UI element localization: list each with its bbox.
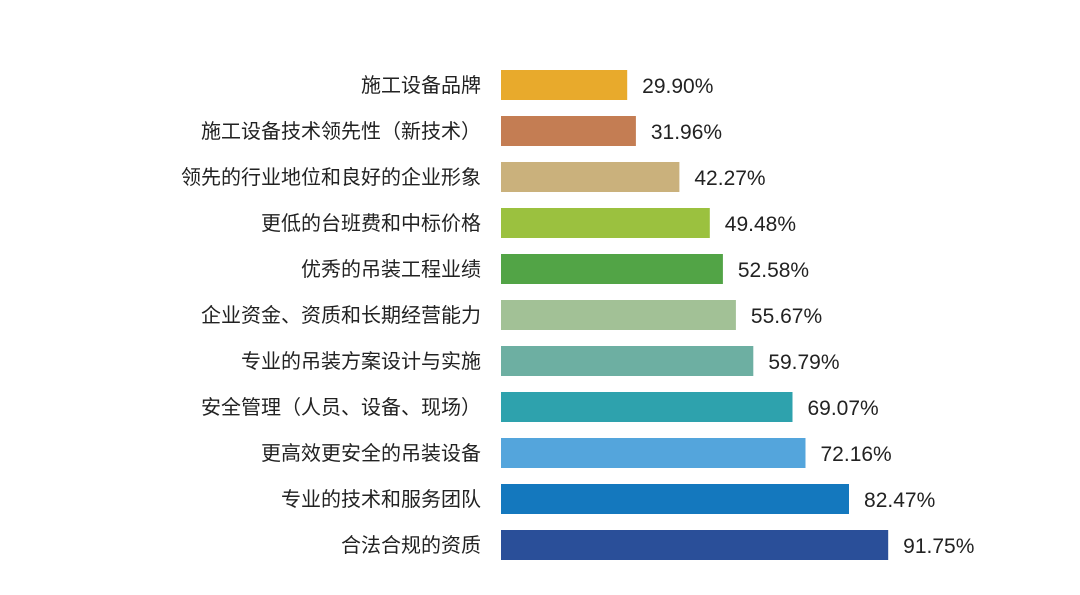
category-label-4: 更低的台班费和中标价格	[261, 211, 481, 235]
value-label-6: 55.67%	[751, 305, 822, 328]
category-label-5: 优秀的吊装工程业绩	[301, 257, 481, 281]
value-label-1: 29.90%	[642, 75, 713, 98]
value-label-8: 69.07%	[807, 397, 878, 420]
bar-1	[501, 70, 628, 100]
bar-2	[501, 116, 636, 146]
category-label-3: 领先的行业地位和良好的企业形象	[181, 165, 481, 189]
bar-10	[501, 484, 849, 514]
bar-5	[501, 254, 723, 284]
bar-11	[501, 530, 889, 560]
value-label-5: 52.58%	[738, 259, 809, 282]
category-label-6: 企业资金、资质和长期经营能力	[201, 303, 481, 327]
value-label-2: 31.96%	[651, 121, 722, 144]
category-label-1: 施工设备品牌	[361, 73, 481, 97]
value-label-7: 59.79%	[768, 351, 839, 374]
bar-3	[501, 162, 680, 192]
value-label-4: 49.48%	[725, 213, 796, 236]
value-label-11: 91.75%	[903, 535, 974, 558]
category-label-11: 合法合规的资质	[341, 533, 481, 557]
value-label-9: 72.16%	[821, 443, 892, 466]
category-label-10: 专业的技术和服务团队	[281, 487, 481, 511]
bar-7	[501, 346, 754, 376]
category-label-7: 专业的吊装方案设计与实施	[241, 349, 481, 373]
value-label-3: 42.27%	[694, 167, 765, 190]
bars-group: 施工设备品牌 29.90% 施工设备技术领先性（新技术） 31.96% 领先的行业地位和…	[181, 70, 974, 560]
bar-8	[501, 392, 793, 422]
category-label-2: 施工设备技术领先性（新技术）	[201, 119, 481, 143]
value-label-10: 82.47%	[864, 489, 935, 512]
bar-4	[501, 208, 710, 238]
category-label-9: 更高效更安全的吊装设备	[261, 441, 481, 465]
category-label-8: 安全管理（人员、设备、现场）	[201, 395, 481, 419]
bar-6	[501, 300, 736, 330]
bar-9	[501, 438, 806, 468]
